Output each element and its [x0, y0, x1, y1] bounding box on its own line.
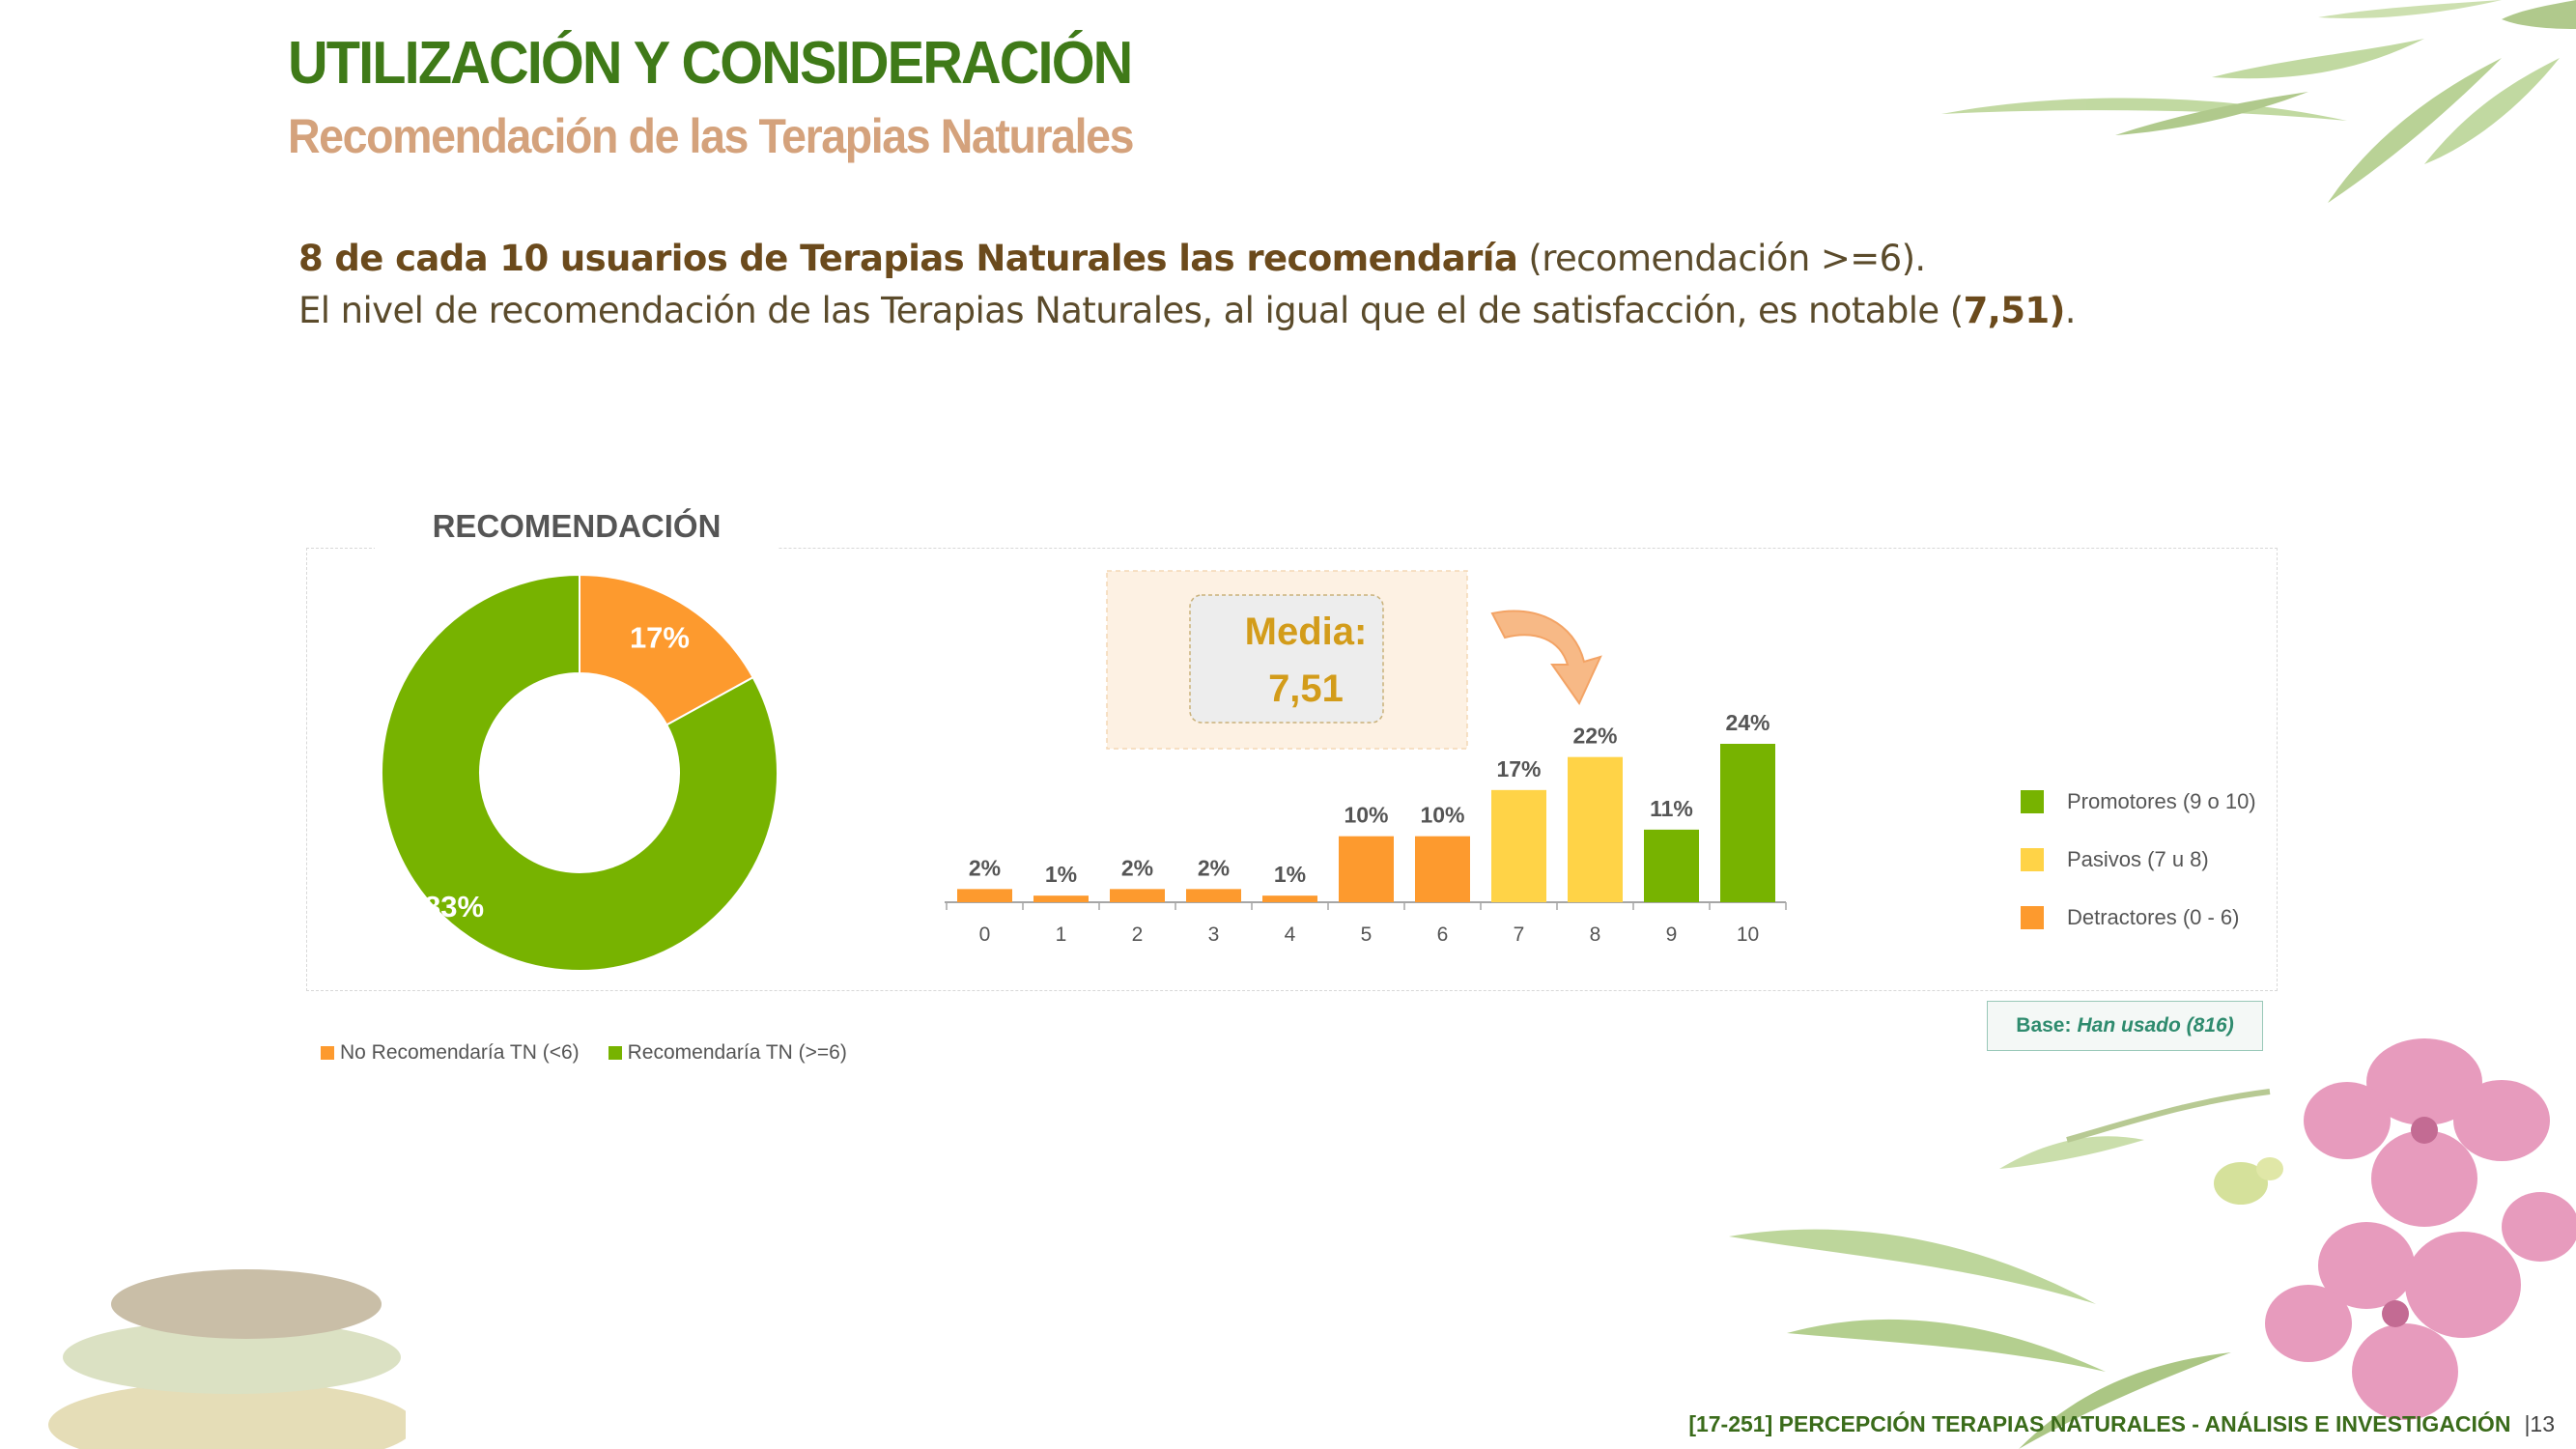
donut-chart-title: RECOMENDACIÓN [432, 508, 722, 544]
donut-slice [381, 573, 778, 972]
base-label: Base: [2016, 1014, 2072, 1037]
bar [1644, 829, 1699, 902]
bar-legend-label: Pasivos (7 u 8) [2067, 847, 2209, 871]
x-tick-label: 0 [979, 923, 991, 946]
bar-chart: Media: 7,51 2%01%12%22%31%410%510%617%72… [945, 570, 1787, 946]
bar-legend-swatch-green [2021, 790, 2044, 813]
media-value: 7,51 [1268, 668, 1344, 710]
media-callout-box [1189, 594, 1384, 724]
bar [957, 889, 1012, 902]
x-tick-label: 1 [1056, 923, 1067, 946]
x-tick-label: 4 [1285, 923, 1296, 946]
bar-legend-label: Detractores (0 - 6) [2067, 905, 2240, 929]
media-label: Media: [1245, 611, 1368, 653]
donut-slice [579, 573, 755, 726]
bar-value-label: 2% [969, 855, 1001, 880]
intro-line-2-bold: 7,51) [1963, 290, 2066, 331]
intro-line-1-bold: 8 de cada 10 usuarios de Terapias Natura… [298, 238, 1518, 279]
x-tick-label: 3 [1208, 923, 1220, 946]
chart-frame [306, 548, 2278, 991]
bamboo-leaves-decoration [1941, 0, 2576, 203]
x-tick-label: 9 [1666, 923, 1678, 946]
bar [1339, 836, 1394, 902]
x-tick-label: 8 [1590, 923, 1601, 946]
bar-value-label: 1% [1045, 862, 1077, 887]
donut-legend-label: No Recomendaría TN (<6) [340, 1041, 580, 1064]
bar-value-label: 1% [1274, 862, 1306, 887]
bar-value-label: 24% [1725, 710, 1769, 735]
intro-line-1-rest: (recomendación >=6). [1517, 238, 1926, 279]
intro-line-1: 8 de cada 10 usuarios de Terapias Natura… [298, 238, 1926, 279]
bar-legend-item-detractores: Detractores (0 - 6) [2021, 889, 2256, 947]
orchid-flowers-decoration [1729, 1038, 2576, 1449]
bar [1186, 889, 1241, 902]
bar-value-label: 10% [1344, 803, 1388, 828]
x-tick-label: 2 [1132, 923, 1144, 946]
bar-value-label: 2% [1198, 855, 1230, 880]
donut-legend-item-no-recomendaria: No Recomendaría TN (<6) [321, 1041, 580, 1065]
donut-slice-label: 17% [630, 621, 690, 655]
donut-legend-swatch-orange [321, 1046, 334, 1060]
bar-legend-label: Promotores (9 o 10) [2067, 789, 2256, 813]
stacked-stones-decoration [48, 1269, 406, 1449]
donut-legend-item-recomendaria: Recomendaría TN (>=6) [608, 1041, 847, 1065]
x-tick-label: 10 [1737, 923, 1759, 946]
donut-slice-label: 83% [424, 890, 484, 923]
bar [1720, 744, 1775, 902]
intro-line-2-pre: El nivel de recomendación de las Terapia… [298, 290, 1964, 331]
x-tick-label: 6 [1437, 923, 1449, 946]
bar-value-label: 2% [1121, 855, 1153, 880]
page-number: |13 [2524, 1411, 2555, 1436]
bar-legend-swatch-yellow [2021, 848, 2044, 871]
footer: [17-251] PERCEPCIÓN TERAPIAS NATURALES -… [1688, 1411, 2555, 1437]
bar-value-label: 10% [1420, 803, 1464, 828]
curved-arrow-icon [1490, 610, 1602, 706]
donut-legend-label: Recomendaría TN (>=6) [627, 1041, 847, 1064]
donut-legend: No Recomendaría TN (<6) Recomendaría TN … [321, 1041, 847, 1065]
base-note: Base: Han usado (816) [1987, 1001, 2263, 1051]
page-title: UTILIZACIÓN Y CONSIDERACIÓN [288, 30, 1133, 97]
page-subtitle: Recomendación de las Terapias Naturales [288, 109, 1134, 163]
bar [1568, 756, 1623, 902]
donut-title-background [375, 500, 778, 560]
intro-line-2-post: . [2064, 290, 2077, 331]
x-tick-label: 5 [1361, 923, 1373, 946]
intro-line-2: El nivel de recomendación de las Terapia… [298, 290, 2077, 331]
bar-value-label: 22% [1572, 724, 1617, 749]
bar-value-label: 17% [1496, 756, 1541, 781]
bar [1491, 789, 1546, 902]
footer-text: [17-251] PERCEPCIÓN TERAPIAS NATURALES -… [1688, 1411, 2511, 1436]
base-value: Han usado (816) [2077, 1014, 2234, 1037]
bar [1033, 895, 1089, 902]
bar-legend: Promotores (9 o 10) Pasivos (7 u 8) Detr… [2021, 773, 2256, 947]
bar-legend-item-pasivos: Pasivos (7 u 8) [2021, 831, 2256, 889]
bar-value-label: 11% [1650, 796, 1693, 821]
bar [1110, 889, 1165, 902]
bar [1262, 895, 1317, 902]
x-tick-label: 7 [1514, 923, 1525, 946]
bar-legend-item-promotores: Promotores (9 o 10) [2021, 773, 2256, 831]
bar [1415, 836, 1470, 902]
donut-chart: 17% 83% [381, 573, 778, 972]
donut-legend-swatch-green [608, 1046, 622, 1060]
bar-legend-swatch-orange [2021, 906, 2044, 929]
